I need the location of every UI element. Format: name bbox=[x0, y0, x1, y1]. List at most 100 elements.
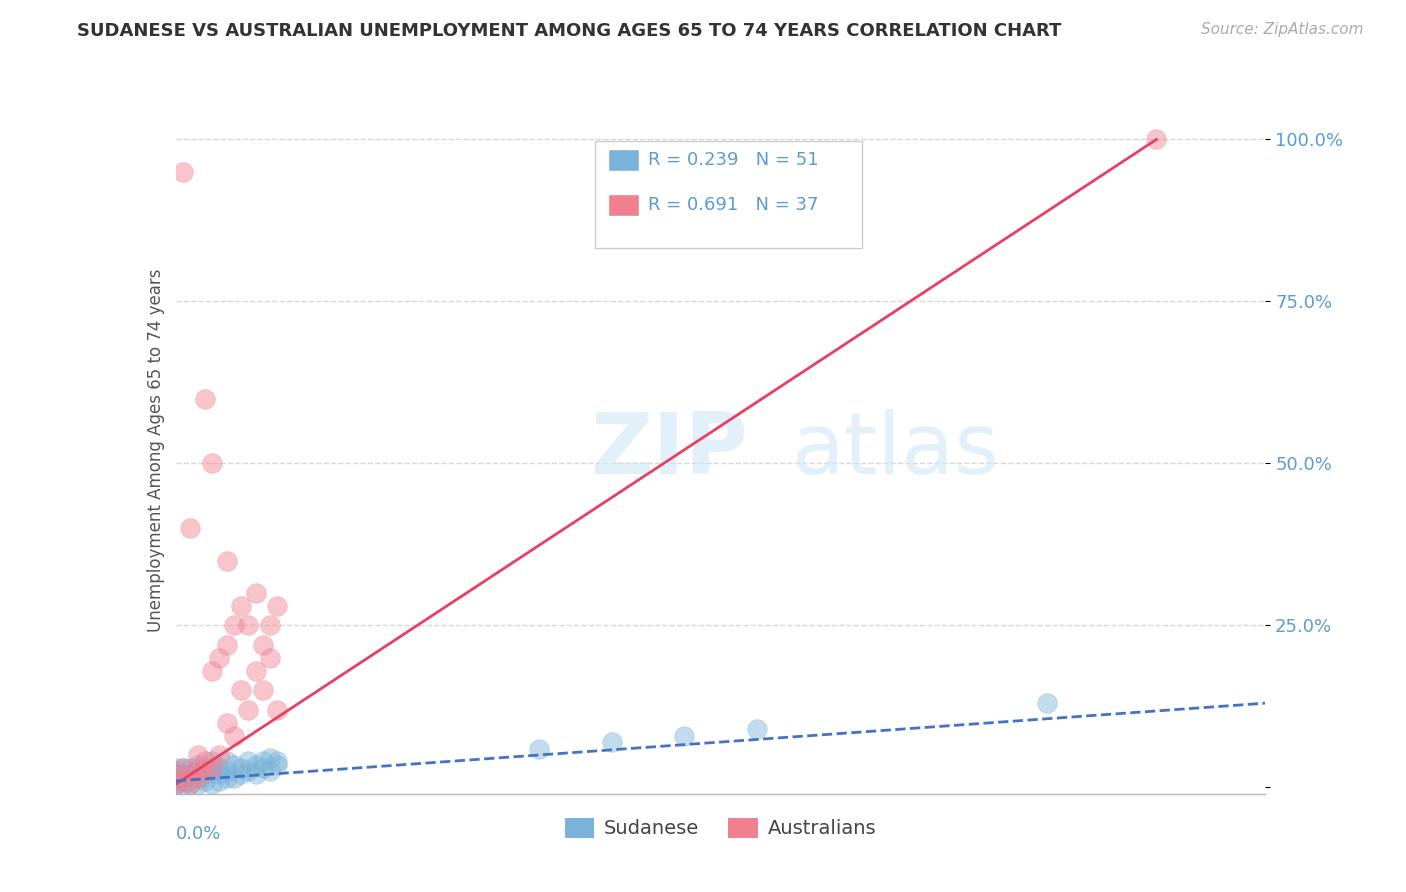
Point bbox=[186, 747, 209, 762]
Point bbox=[179, 777, 201, 791]
Point bbox=[215, 755, 238, 769]
Point bbox=[245, 664, 267, 678]
Point bbox=[215, 553, 238, 567]
Point bbox=[165, 764, 187, 779]
Point bbox=[165, 773, 187, 788]
Point bbox=[201, 777, 224, 791]
FancyBboxPatch shape bbox=[595, 141, 862, 248]
Point bbox=[179, 767, 201, 781]
Point bbox=[179, 521, 201, 535]
Point bbox=[527, 741, 550, 756]
Y-axis label: Unemployment Among Ages 65 to 74 years: Unemployment Among Ages 65 to 74 years bbox=[146, 268, 165, 632]
Point bbox=[172, 761, 194, 775]
Legend: Sudanese, Australians: Sudanese, Australians bbox=[557, 810, 884, 846]
Point bbox=[266, 703, 288, 717]
Point bbox=[201, 664, 224, 678]
Point bbox=[172, 761, 194, 775]
Point bbox=[238, 755, 260, 769]
Point bbox=[245, 767, 267, 781]
Point bbox=[231, 683, 253, 698]
Point bbox=[259, 618, 281, 632]
Point bbox=[179, 773, 201, 788]
Point bbox=[208, 747, 231, 762]
Point bbox=[238, 618, 260, 632]
Point bbox=[245, 757, 267, 772]
Text: atlas: atlas bbox=[792, 409, 1000, 492]
Point bbox=[600, 735, 623, 749]
Point bbox=[186, 771, 209, 785]
Point bbox=[186, 777, 209, 791]
Point bbox=[165, 767, 187, 781]
Point bbox=[745, 722, 768, 736]
Point bbox=[172, 777, 194, 791]
Point bbox=[259, 751, 281, 765]
Point bbox=[172, 767, 194, 781]
Point bbox=[194, 761, 217, 775]
Point bbox=[266, 755, 288, 769]
Point bbox=[673, 729, 696, 743]
Point bbox=[194, 755, 217, 769]
Point bbox=[215, 771, 238, 785]
Point bbox=[165, 777, 187, 791]
Point bbox=[172, 165, 194, 179]
Point bbox=[208, 767, 231, 781]
Point bbox=[252, 638, 274, 652]
Point bbox=[172, 771, 194, 785]
Point bbox=[186, 771, 209, 785]
Point bbox=[1146, 132, 1168, 146]
Point bbox=[201, 755, 224, 769]
Point bbox=[194, 764, 217, 779]
Text: ZIP: ZIP bbox=[591, 409, 748, 492]
Point bbox=[165, 777, 187, 791]
Text: R = 0.239   N = 51: R = 0.239 N = 51 bbox=[648, 151, 818, 169]
Point bbox=[194, 773, 217, 788]
Point bbox=[208, 773, 231, 788]
Point bbox=[172, 773, 194, 788]
Text: Source: ZipAtlas.com: Source: ZipAtlas.com bbox=[1201, 22, 1364, 37]
Point bbox=[172, 773, 194, 788]
Text: 0.0%: 0.0% bbox=[176, 825, 221, 843]
Point bbox=[215, 715, 238, 730]
Point bbox=[165, 771, 187, 785]
Point bbox=[165, 767, 187, 781]
Point bbox=[259, 650, 281, 665]
Point bbox=[194, 767, 217, 781]
Point bbox=[252, 683, 274, 698]
Point bbox=[179, 767, 201, 781]
Text: SUDANESE VS AUSTRALIAN UNEMPLOYMENT AMONG AGES 65 TO 74 YEARS CORRELATION CHART: SUDANESE VS AUSTRALIAN UNEMPLOYMENT AMON… bbox=[77, 22, 1062, 40]
Point bbox=[266, 757, 288, 772]
Point bbox=[179, 761, 201, 775]
Point bbox=[186, 764, 209, 779]
Text: R = 0.691   N = 37: R = 0.691 N = 37 bbox=[648, 195, 818, 213]
Point bbox=[179, 777, 201, 791]
Point bbox=[259, 764, 281, 779]
Point bbox=[222, 729, 245, 743]
Point bbox=[201, 761, 224, 775]
Point bbox=[201, 457, 224, 471]
Bar bbox=[609, 149, 638, 171]
Point bbox=[231, 599, 253, 613]
Point bbox=[215, 764, 238, 779]
Point bbox=[222, 618, 245, 632]
Point bbox=[165, 777, 187, 791]
Point bbox=[231, 767, 253, 781]
Point bbox=[238, 764, 260, 779]
Point bbox=[252, 761, 274, 775]
Point bbox=[245, 586, 267, 600]
Point bbox=[1036, 696, 1059, 710]
Point bbox=[222, 771, 245, 785]
Point bbox=[266, 599, 288, 613]
Point bbox=[194, 392, 217, 406]
Point bbox=[208, 650, 231, 665]
Point bbox=[208, 761, 231, 775]
Point bbox=[165, 761, 187, 775]
Bar bbox=[609, 194, 638, 216]
Point bbox=[222, 757, 245, 772]
Point bbox=[231, 761, 253, 775]
Point bbox=[201, 764, 224, 779]
Point bbox=[215, 638, 238, 652]
Point bbox=[186, 757, 209, 772]
Point bbox=[238, 703, 260, 717]
Point bbox=[252, 755, 274, 769]
Point bbox=[186, 761, 209, 775]
